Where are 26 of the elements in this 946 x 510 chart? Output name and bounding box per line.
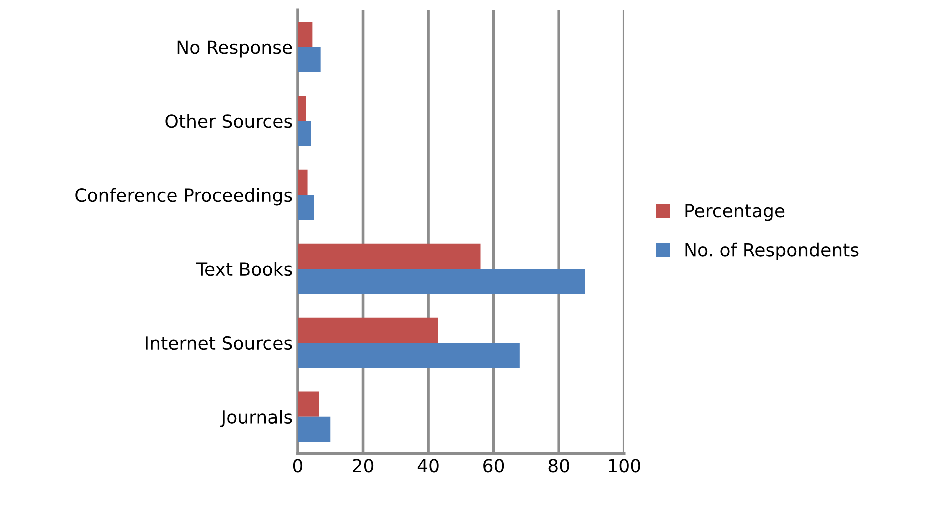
legend-label: Percentage	[686, 204, 785, 222]
x-tick-label: 80	[548, 459, 570, 473]
bar	[298, 416, 331, 442]
x-tick-label: 20	[353, 459, 374, 473]
bar	[298, 96, 306, 122]
bar	[298, 121, 312, 146]
y-tick-label: Conference Proceedings	[76, 188, 292, 206]
bar	[298, 47, 321, 72]
x-tick-label: 0	[293, 459, 303, 473]
y-tick-label: Internet Sources	[146, 336, 292, 350]
x-tick-label: 40	[418, 459, 439, 473]
bar	[298, 195, 314, 220]
bar	[298, 342, 520, 368]
y-tick-label: Text Books	[196, 262, 292, 276]
y-tick-label: Journals	[220, 410, 292, 428]
legend-label: No. of Respondents	[686, 242, 859, 260]
bar	[298, 22, 313, 48]
y-tick-label: No Response	[178, 40, 292, 58]
bar	[298, 269, 586, 294]
bar	[298, 392, 320, 417]
bar	[298, 170, 308, 196]
bar	[298, 244, 481, 270]
y-tick-label: Other Sources	[166, 114, 292, 128]
bar	[298, 318, 438, 343]
x-tick-label: 60	[484, 459, 504, 473]
x-tick-label: 100	[609, 459, 640, 473]
